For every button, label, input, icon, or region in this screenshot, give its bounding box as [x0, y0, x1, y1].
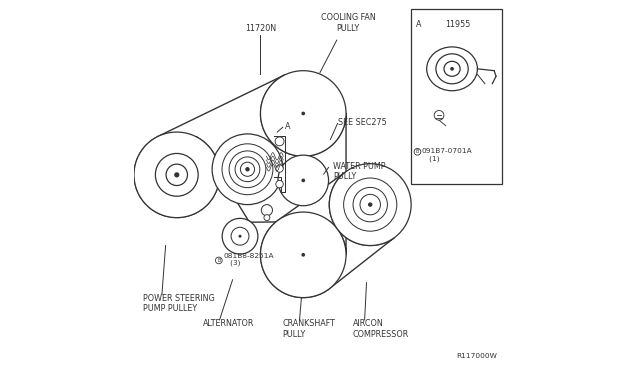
Circle shape [368, 202, 372, 207]
Circle shape [264, 215, 270, 221]
Circle shape [275, 137, 284, 146]
Text: WATER PUMP
PULLY: WATER PUMP PULLY [333, 162, 385, 181]
Ellipse shape [444, 61, 460, 76]
Circle shape [414, 148, 421, 155]
Text: B: B [416, 149, 419, 154]
Ellipse shape [436, 54, 468, 84]
Circle shape [222, 218, 258, 254]
Circle shape [450, 67, 454, 71]
Circle shape [239, 235, 241, 238]
Bar [411, 9, 502, 184]
Circle shape [134, 132, 220, 218]
Circle shape [261, 205, 273, 216]
Text: ALTERNATOR: ALTERNATOR [203, 319, 254, 328]
Circle shape [212, 134, 283, 205]
Text: A: A [285, 122, 290, 131]
Text: R117000W: R117000W [456, 353, 497, 359]
Circle shape [330, 164, 411, 246]
Circle shape [216, 257, 222, 264]
Text: 091B7-0701A
   (1): 091B7-0701A (1) [422, 148, 472, 161]
Circle shape [260, 212, 346, 298]
Circle shape [278, 155, 328, 206]
Circle shape [156, 153, 198, 196]
Circle shape [301, 179, 305, 182]
Text: 11720N: 11720N [245, 25, 276, 33]
Text: AIRCON
COMPRESSOR: AIRCON COMPRESSOR [353, 319, 409, 339]
Circle shape [276, 165, 284, 172]
Text: SEE SEC275: SEE SEC275 [338, 118, 387, 127]
Ellipse shape [427, 47, 477, 91]
Circle shape [301, 253, 305, 257]
Text: POWER STEERING
PUMP PULLEY: POWER STEERING PUMP PULLEY [143, 294, 215, 313]
Circle shape [276, 180, 284, 188]
Circle shape [260, 71, 346, 156]
Circle shape [434, 110, 444, 120]
Text: 11955: 11955 [445, 20, 470, 29]
Text: CRANKSHAFT
PULLY: CRANKSHAFT PULLY [282, 319, 335, 339]
Circle shape [301, 112, 305, 115]
Circle shape [245, 167, 250, 171]
Circle shape [174, 172, 179, 177]
Text: 081B8-8251A
   (3): 081B8-8251A (3) [223, 253, 274, 266]
Text: A: A [415, 20, 421, 29]
Text: B: B [217, 258, 221, 263]
Text: COOLING FAN
PULLY: COOLING FAN PULLY [321, 13, 375, 33]
